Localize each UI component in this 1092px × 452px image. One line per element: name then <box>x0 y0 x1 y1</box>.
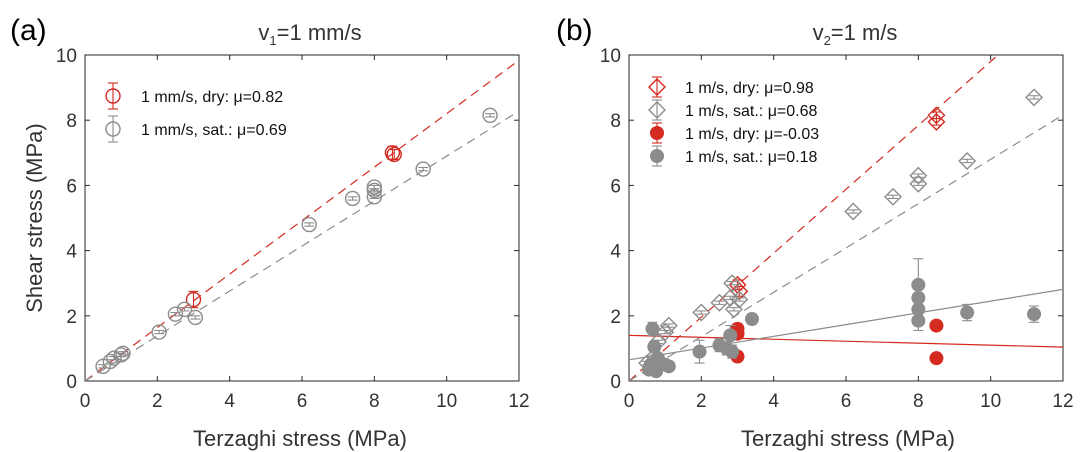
panel-a-x-axis-label: Terzaghi stress (MPa) <box>193 426 407 451</box>
y-tick-label: 6 <box>610 176 621 197</box>
data-point <box>366 182 383 198</box>
panel-a-y-axis-label: Shear stress (MPa) <box>22 123 47 313</box>
data-point <box>725 344 740 359</box>
x-tick-label: 8 <box>913 391 924 412</box>
legend-marker <box>105 88 121 104</box>
panel-b-label: (b) <box>556 14 593 47</box>
data-point <box>301 216 317 233</box>
panel-b-title: v2=1 m/s <box>813 20 898 48</box>
legend-entry: 1 mm/s, sat.: μ=0.69 <box>141 122 287 139</box>
legend-marker <box>648 101 666 119</box>
y-tick-label: 4 <box>610 242 621 263</box>
panel-a-label: (a) <box>10 14 47 47</box>
data-point <box>692 303 711 322</box>
data-point <box>958 151 977 170</box>
y-tick-label: 8 <box>66 111 77 132</box>
x-tick-label: 12 <box>508 391 529 412</box>
data-point <box>730 290 749 309</box>
data-point <box>1025 88 1044 107</box>
data-point <box>176 301 193 317</box>
x-tick-label: 10 <box>436 391 457 412</box>
data-point <box>415 161 431 177</box>
data-point <box>645 321 660 336</box>
fit-line <box>85 110 519 381</box>
data-point <box>723 328 738 343</box>
legend-marker <box>650 149 664 163</box>
legend-entry: 1 m/s, sat.: μ=0.68 <box>685 103 817 120</box>
data-point <box>661 359 676 374</box>
data-point <box>151 324 167 340</box>
data-point <box>482 107 498 124</box>
data-point <box>167 306 184 322</box>
fit-line <box>629 114 1063 381</box>
data-point <box>929 318 944 333</box>
data-point <box>106 350 122 366</box>
legend-entry: 1 m/s, dry: μ=-0.03 <box>685 126 819 143</box>
data-point <box>960 305 975 320</box>
x-tick-label: 0 <box>624 391 635 412</box>
legend-marker <box>650 126 664 140</box>
x-tick-label: 6 <box>841 391 852 412</box>
data-point <box>692 344 707 359</box>
legend-marker <box>105 121 121 137</box>
data-point <box>344 190 361 207</box>
data-point <box>386 146 402 163</box>
x-tick-label: 2 <box>696 391 707 412</box>
data-point <box>929 351 944 366</box>
data-point <box>911 277 926 292</box>
y-tick-label: 0 <box>610 372 621 393</box>
x-tick-label: 4 <box>768 391 779 412</box>
panel-a-axes: 0 2 4 6 8 10 12 0 2 4 6 8 10 <box>56 46 530 412</box>
x-tick-label: 6 <box>297 391 308 412</box>
x-tick-label: 12 <box>1052 391 1073 412</box>
legend-entry: 1 m/s, dry: μ=0.98 <box>685 80 814 97</box>
panel-b-data-points <box>638 88 1044 379</box>
data-point <box>844 202 863 221</box>
y-tick-label: 0 <box>66 372 77 393</box>
data-point <box>909 166 928 185</box>
fit-line <box>629 334 1063 348</box>
fit-line <box>629 55 999 381</box>
legend-entry: 1 m/s, sat.: μ=0.18 <box>685 149 817 166</box>
panel-b-axes: 0 2 4 6 8 10 12 0 2 4 6 8 10 <box>600 46 1074 412</box>
y-tick-label: 10 <box>56 46 77 67</box>
panel-a-title: v1=1 mm/s <box>258 20 361 48</box>
x-tick-label: 4 <box>224 391 235 412</box>
data-point <box>366 179 383 195</box>
data-point <box>659 316 678 335</box>
panel-a-fit-lines <box>85 59 519 381</box>
legend-entry: 1 mm/s, dry: μ=0.82 <box>141 89 283 106</box>
y-tick-label: 10 <box>600 46 621 67</box>
panel-b-x-axis-label: Terzaghi stress (MPa) <box>741 426 955 451</box>
x-tick-label: 8 <box>369 391 380 412</box>
data-point <box>1027 307 1042 322</box>
panel-b: (b) v2=1 m/s 0 2 4 6 8 10 12 0 2 4 6 8 10 1 m/s, dry… <box>556 14 1074 451</box>
y-tick-label: 6 <box>66 176 77 197</box>
y-tick-label: 8 <box>610 111 621 132</box>
x-tick-label: 10 <box>980 391 1001 412</box>
panel-a-legend: 1 mm/s, dry: μ=0.82 1 mm/s, sat.: μ=0.69 <box>105 82 287 143</box>
data-point <box>909 174 928 193</box>
data-point <box>884 187 903 206</box>
data-point <box>113 347 129 363</box>
data-point <box>656 323 675 342</box>
legend-marker <box>648 78 666 96</box>
data-point <box>744 312 759 327</box>
data-point <box>185 291 202 308</box>
panel-a: (a) v1=1 mm/s 0 2 4 6 8 10 12 0 2 4 6 8 10 1 mm/s, d… <box>10 14 530 451</box>
data-point <box>927 112 946 131</box>
data-point <box>187 309 204 326</box>
fit-line <box>85 59 519 381</box>
y-tick-label: 2 <box>66 307 77 328</box>
data-point <box>723 274 742 293</box>
x-tick-label: 0 <box>80 391 91 412</box>
panel-a-data-points <box>95 107 498 375</box>
y-tick-label: 2 <box>610 307 621 328</box>
y-tick-label: 4 <box>66 242 77 263</box>
panel-b-legend: 1 m/s, dry: μ=0.98 1 m/s, sat.: μ=0.68 1 m… <box>648 76 819 167</box>
data-point <box>115 345 131 361</box>
x-tick-label: 2 <box>152 391 163 412</box>
